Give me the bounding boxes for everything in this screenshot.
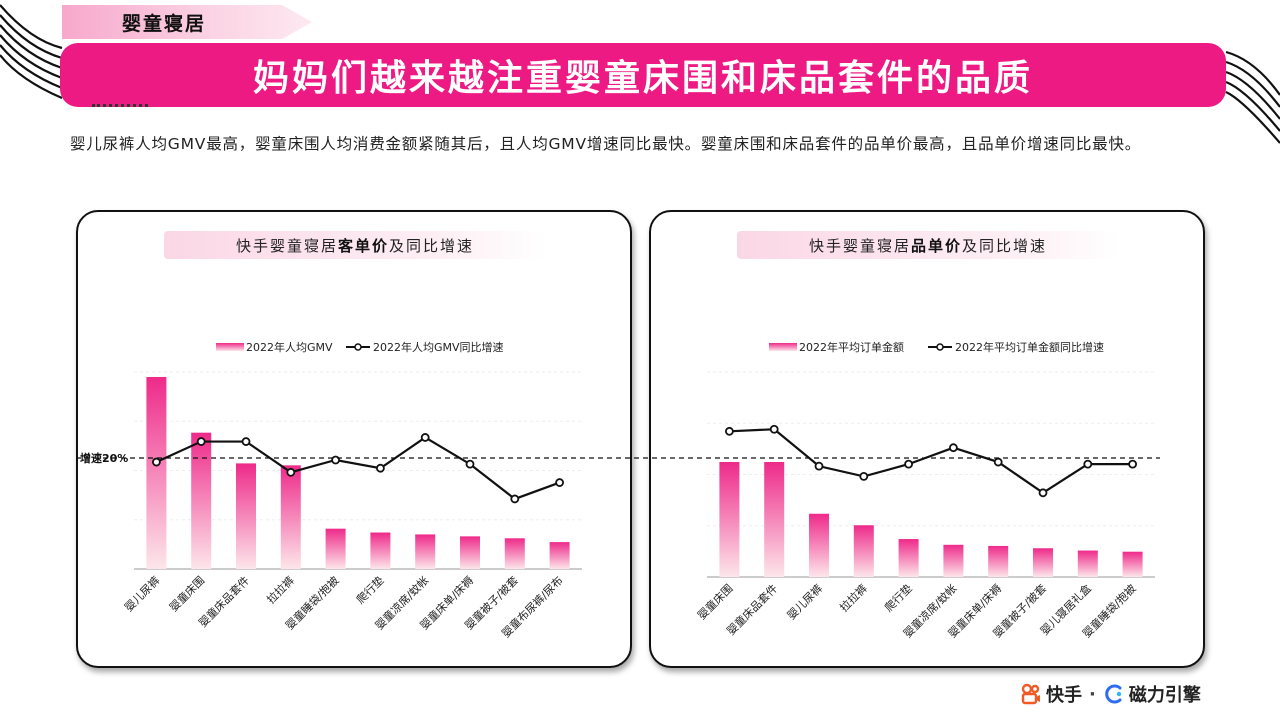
bar [280, 465, 301, 569]
bar [764, 462, 785, 577]
bar [146, 377, 167, 569]
bar [460, 536, 480, 569]
description-text: 婴儿尿裤人均GMV最高，婴童床围人均消费金额紧随其后，且人均GMV增速同比最快。… [70, 135, 1142, 153]
kuaishou-logo-icon [1021, 683, 1040, 705]
legend-line-label: 2022年人均GMV同比增速 [373, 340, 504, 354]
x-tick-label: 婴儿尿裤 [122, 573, 163, 614]
x-tick-label: 爬行垫 [881, 581, 914, 614]
brand-kuaishou: 快手 [1046, 685, 1082, 706]
x-tick-label: 婴儿尿裤 [784, 581, 825, 622]
title-banner: 妈妈们越来越注重婴童床围和床品套件的品质 [60, 43, 1226, 107]
legend-bar-label: 2022年平均订单金额 [799, 340, 904, 354]
growth-point [904, 459, 914, 469]
chart-title-bold: 品单价 [910, 236, 962, 255]
brand-footer: 快手 · 磁力引擎 [1020, 682, 1201, 706]
bar [809, 513, 829, 577]
bar [988, 545, 1009, 577]
chart-title: 快手婴童寝居 品单价 及同比增速 [737, 231, 1119, 259]
legend-bar-swatch [216, 343, 244, 351]
bar [1077, 550, 1098, 577]
bar [1033, 548, 1053, 577]
legend-bar-label: 2022年人均GMV [246, 340, 333, 354]
growth-point [814, 461, 824, 471]
bar [943, 544, 964, 577]
brand-cili: 磁力引擎 [1128, 685, 1201, 706]
chart-panel-item-price: 快手婴童寝居 品单价 及同比增速 婴童床围 婴童床品套件 婴儿尿裤 拉拉裤 爬行垫 婴童凉席/… [649, 210, 1205, 668]
legend-bar-swatch [769, 343, 797, 351]
chart-title-prefix: 快手婴童寝居 [808, 236, 911, 255]
bar [549, 542, 570, 569]
bar [191, 432, 212, 569]
growth-point [1128, 459, 1138, 469]
chart-title-prefix: 快手婴童寝居 [235, 236, 338, 255]
chart-title-bold: 客单价 [337, 236, 389, 255]
growth-point [555, 478, 565, 487]
growth-point [993, 457, 1003, 467]
growth-point [420, 433, 430, 442]
bar [1122, 551, 1143, 577]
growth-point [1038, 488, 1048, 498]
growth-point [286, 467, 296, 477]
section-tag-label: 婴童寝居 [122, 13, 207, 35]
growth-point [725, 426, 734, 436]
legend-line-marker [354, 343, 362, 351]
bar [853, 525, 874, 577]
x-tick-label: 婴童床围 [166, 573, 207, 614]
growth-point [196, 437, 206, 446]
growth-line [155, 436, 560, 501]
x-tick-label: 拉拉裤 [264, 573, 297, 606]
chart-panel-customer-price: 快手婴童寝居 客单价 及同比增速 婴儿尿裤 婴童床围 婴童床品套件 拉拉裤 婴童睡袋/抱被爬… [76, 210, 632, 668]
chart-title-suffix: 及同比增速 [962, 236, 1048, 255]
growth-point [859, 471, 869, 481]
growth-point [241, 437, 251, 446]
growth-line [729, 428, 1133, 495]
growth-point [152, 457, 161, 467]
legend-line-marker [936, 343, 944, 351]
growth-point [769, 424, 779, 434]
bar [236, 463, 256, 569]
bar [719, 462, 740, 577]
page-title: 妈妈们越来越注重婴童床围和床品套件的品质 [252, 57, 1033, 99]
growth-point [1083, 459, 1093, 469]
cili-engine-logo-icon [1105, 684, 1122, 704]
growth-point [375, 463, 385, 473]
x-tick-label: 拉拉裤 [837, 581, 870, 614]
growth-point [948, 443, 958, 453]
reference-line-label: 增速20% [80, 452, 129, 465]
growth-point [465, 459, 475, 469]
bar [370, 532, 391, 569]
section-tag: 婴童寝居 [62, 5, 312, 39]
x-tick-label: 爬行垫 [353, 573, 386, 606]
title-underline-dots [92, 104, 148, 108]
growth-point [331, 455, 341, 465]
bar [415, 534, 436, 569]
bar [504, 538, 525, 569]
chart-title: 快手婴童寝居 客单价 及同比增速 [164, 231, 546, 259]
x-tick-label: 婴童床围 [695, 581, 736, 622]
chart-title-suffix: 及同比增速 [389, 236, 475, 255]
bar [325, 528, 346, 569]
brand-separator: · [1089, 683, 1096, 705]
growth-point [510, 494, 520, 504]
legend-line-label: 2022年平均订单金额同比增速 [955, 340, 1104, 354]
bar [898, 539, 919, 577]
